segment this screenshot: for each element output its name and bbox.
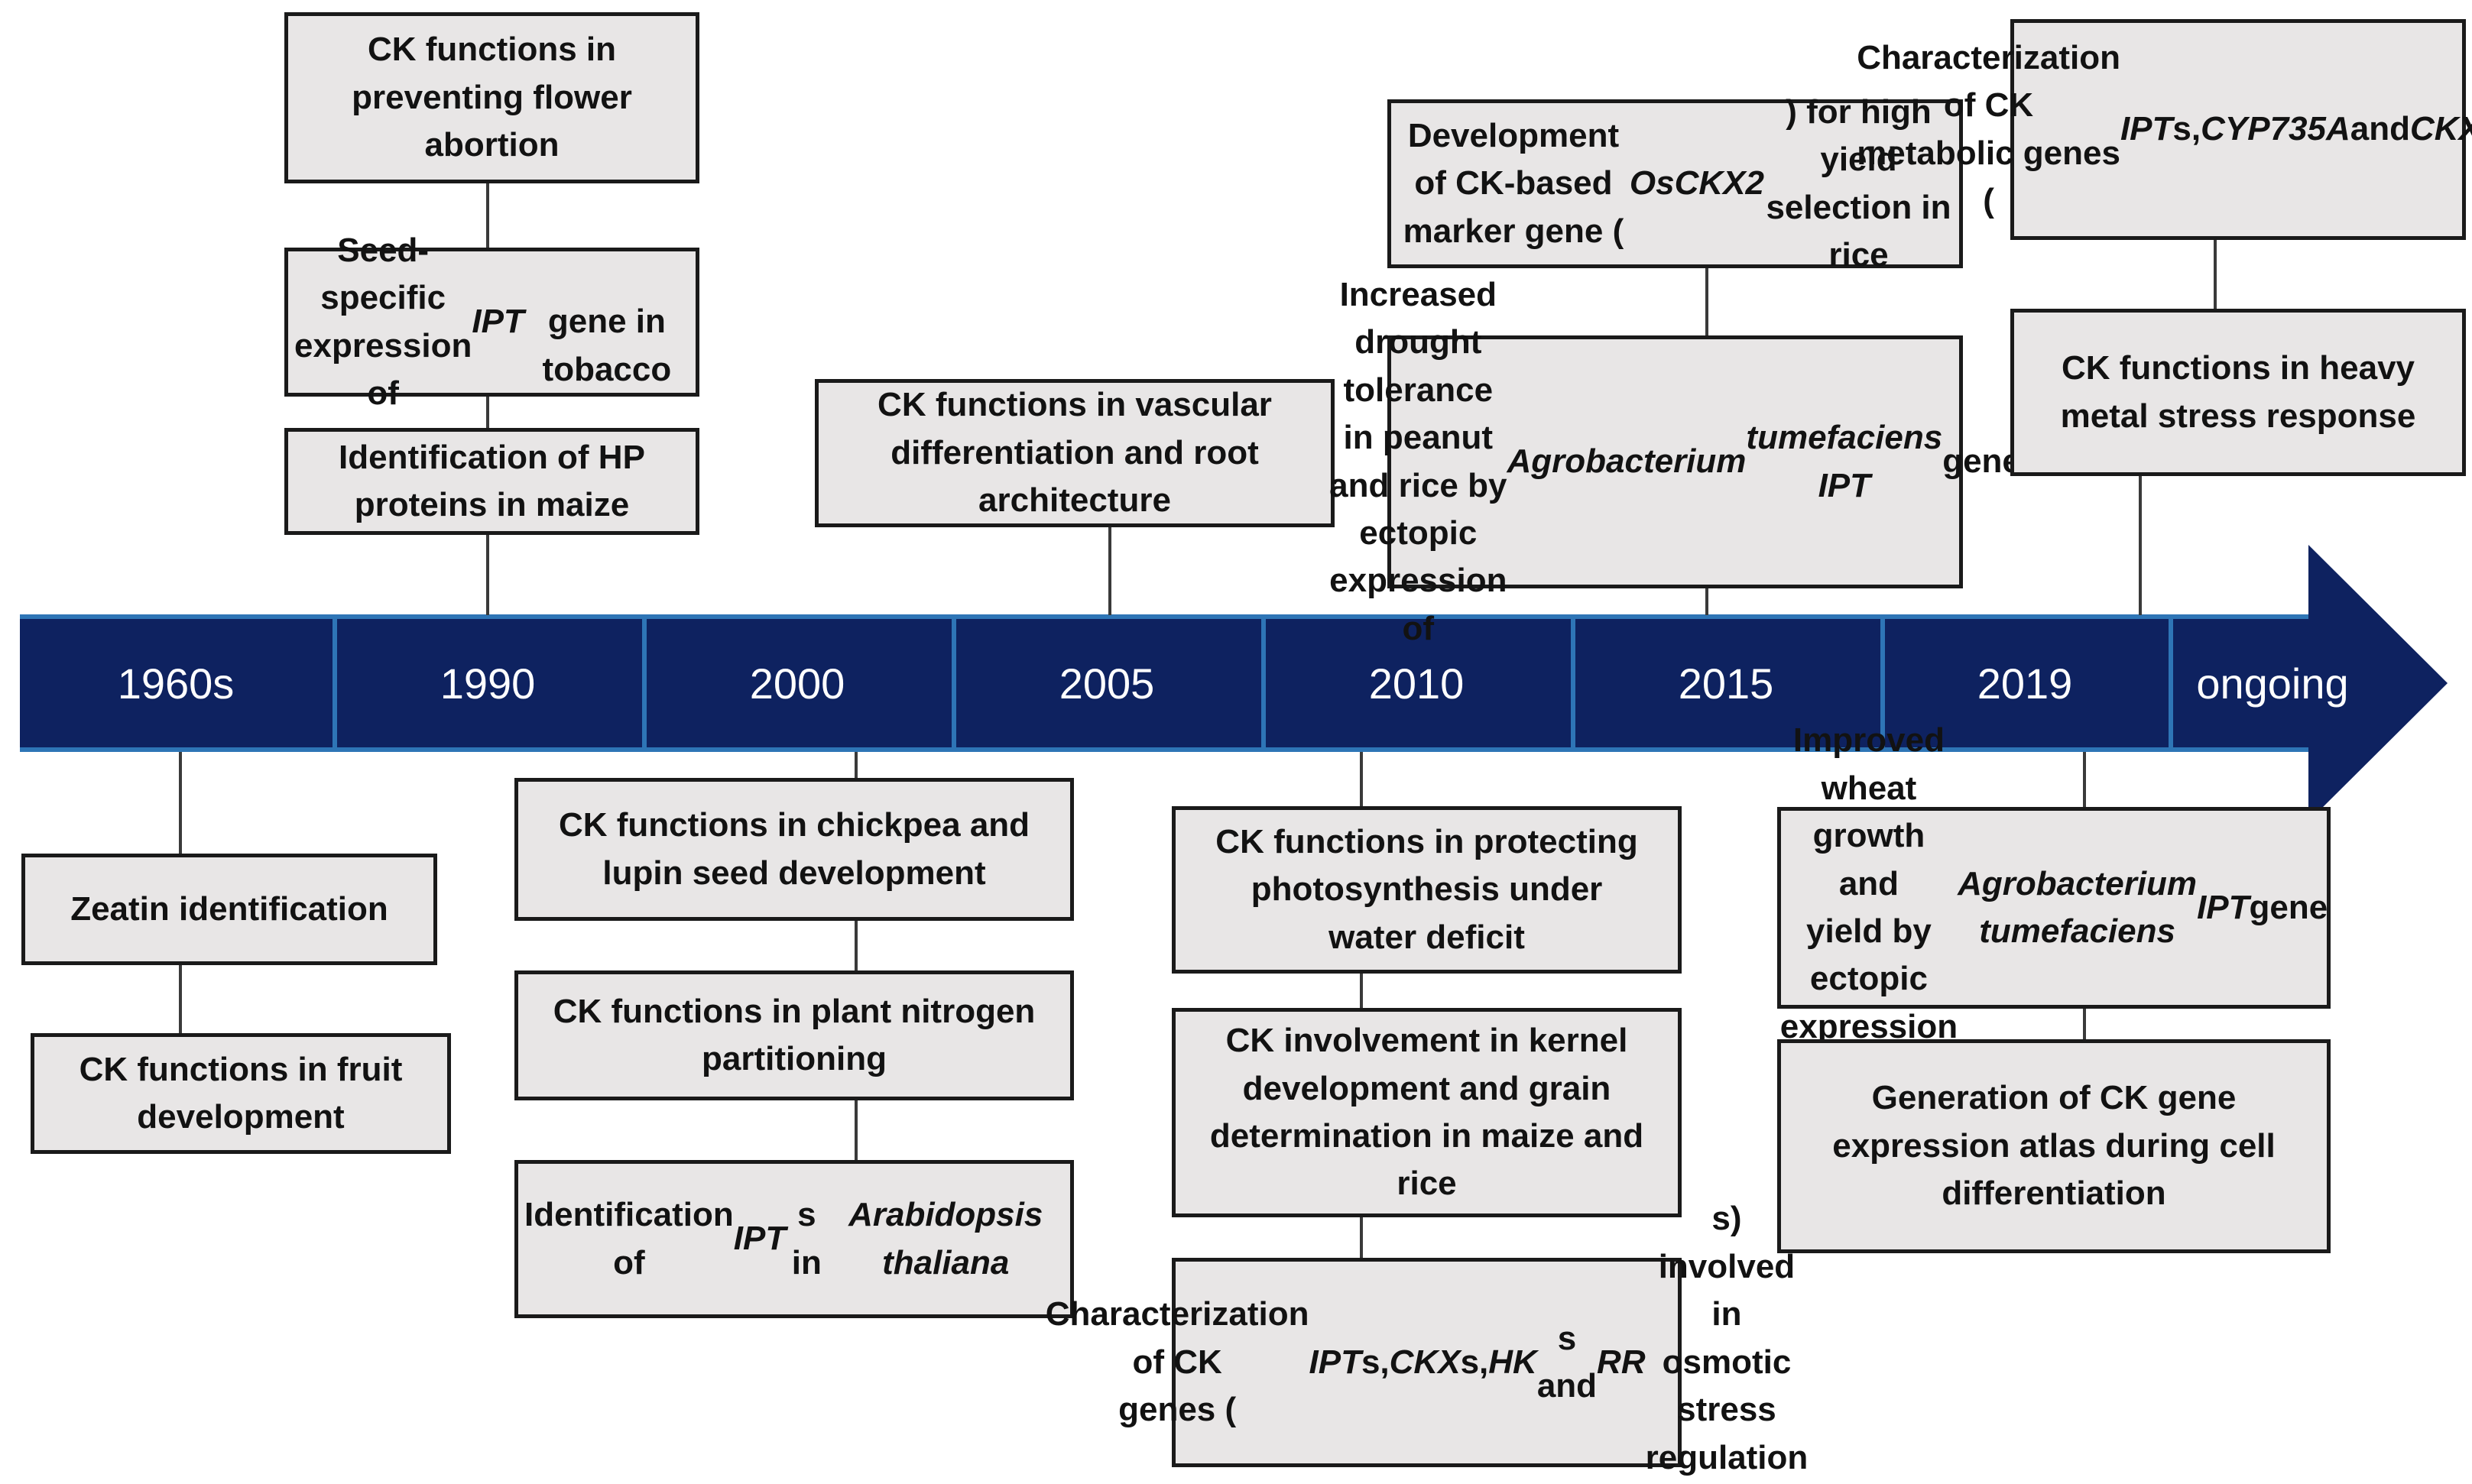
event-box-expression-atlas: Generation of CK gene expression atlas du… [1777, 1039, 2331, 1253]
event-box-osmotic-stress-genes: Characterization of CK genes (IPT s, CKX s,… [1045, 1200, 1809, 1476]
connector-line [855, 921, 858, 970]
connector-line [1108, 527, 1111, 615]
timeline-band [20, 614, 2308, 752]
event-box-chickpea-lupin-seed: CK functions in chickpea and lupin seed d… [514, 778, 1074, 921]
event-box-heavy-metal-stress: CK functions in heavy metal stress respon… [2010, 309, 2466, 476]
timeline-label-1960s: 1960s [117, 659, 235, 708]
event-box-flower-abortion: CK functions in preventing flower abortion [284, 12, 699, 183]
connector-line [1360, 974, 1363, 1008]
connector-line [486, 535, 489, 615]
timeline-separator [952, 614, 956, 752]
connector-line [486, 183, 489, 248]
event-box-zeatin-identification: Zeatin identification [21, 854, 437, 965]
connector-line [486, 397, 489, 428]
connector-line [855, 1100, 858, 1160]
timeline-separator [642, 614, 647, 752]
connector-line [2083, 1009, 2086, 1039]
connector-line [2139, 476, 2142, 615]
event-box-kernel-grain-determination: CK involvement in kernel development and … [1172, 1008, 1682, 1217]
connector-line [1705, 268, 1708, 335]
timeline-label-1990: 1990 [440, 659, 536, 708]
timeline-label-2005: 2005 [1059, 659, 1155, 708]
connector-line [1360, 752, 1363, 806]
connector-line [1360, 1217, 1363, 1258]
connector-line [179, 752, 182, 854]
event-box-hp-proteins-maize: Identification of HP proteins in maize [284, 428, 699, 535]
timeline-label-2015: 2015 [1678, 659, 1774, 708]
event-box-fruit-development: CK functions in fruit development [31, 1033, 451, 1154]
timeline-separator [2169, 614, 2173, 752]
connector-line [2214, 240, 2217, 309]
event-box-crispr-metabolic-genes: Characterization of CK metabolic genes (I… [1857, 19, 2472, 240]
event-box-vascular-differentiation: CK functions in vascular differentiation … [815, 379, 1335, 527]
timeline-arrow-head-icon [2308, 545, 2448, 821]
connector-line [2083, 752, 2086, 807]
event-box-protecting-photosynthesis: CK functions in protecting photosynthesis… [1172, 806, 1682, 974]
connector-line [855, 752, 858, 778]
event-box-osckx2-marker-gene: Development of CK-based marker gene (OsCK… [1387, 93, 1963, 274]
timeline-label-2000: 2000 [749, 659, 845, 708]
timeline-separator [1261, 614, 1266, 752]
timeline-separator [333, 614, 337, 752]
timeline-label-2010: 2010 [1368, 659, 1465, 708]
connector-line [1705, 588, 1708, 615]
timeline-label-2019: 2019 [1977, 659, 2073, 708]
timeline-separator [1880, 614, 1885, 752]
timeline-label-ongoing: ongoing [2196, 659, 2349, 708]
event-box-seed-specific-ipt-tobacco: Seed-specific expression of IPT gene in to… [284, 232, 699, 412]
event-box-drought-tolerance-ipt: Increased drought tolerance in peanut and… [1329, 275, 2021, 647]
event-box-nitrogen-partitioning: CK functions in plant nitrogen partitioni… [514, 970, 1074, 1100]
event-box-ipts-arabidopsis: Identification of IPT s in Arabidopsis tha… [514, 1160, 1074, 1318]
timeline-separator [1571, 614, 1575, 752]
connector-line [179, 965, 182, 1033]
